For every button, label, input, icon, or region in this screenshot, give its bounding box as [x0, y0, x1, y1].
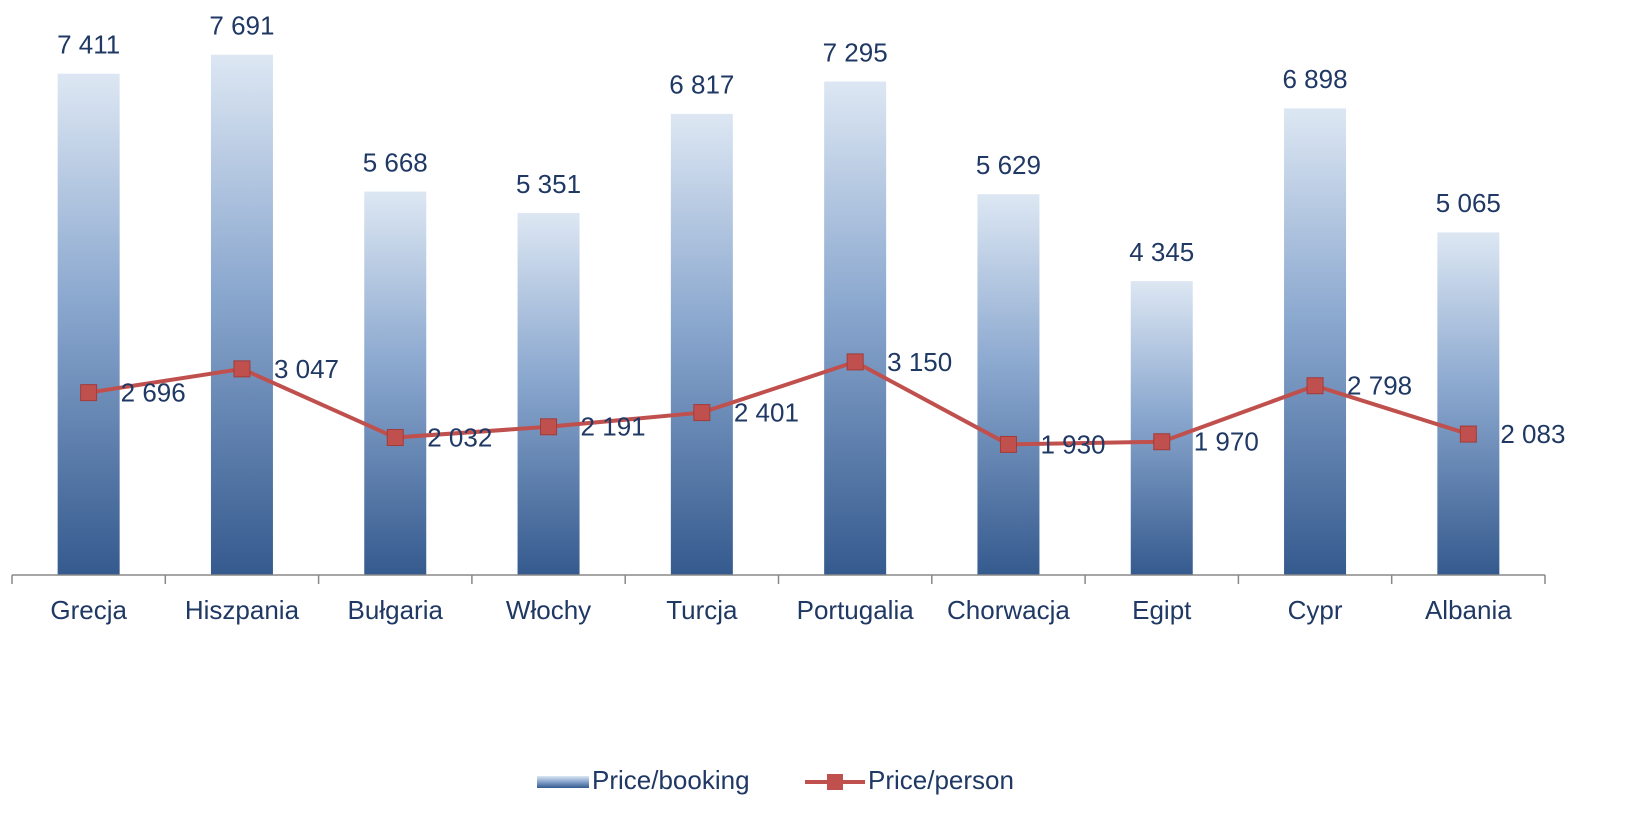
bar — [364, 191, 427, 575]
line — [88, 359, 1469, 447]
bar-value-label: 6 898 — [1283, 64, 1348, 94]
bar — [670, 113, 733, 575]
line-value-label: 2 696 — [121, 377, 186, 407]
line-marker — [1459, 425, 1477, 443]
line-marker — [693, 404, 711, 422]
x-tick-label: Egipt — [1132, 595, 1192, 625]
line-value-label: 2 083 — [1500, 419, 1565, 449]
bar — [517, 213, 580, 576]
bar — [824, 81, 887, 575]
bar-value-label: 5 668 — [363, 147, 428, 177]
x-tick-label: Portugalia — [797, 595, 915, 625]
line-marker — [233, 360, 251, 378]
x-tick-label: Bułgaria — [348, 595, 444, 625]
bar-value-label: 7 691 — [209, 11, 274, 41]
legend-swatch — [537, 776, 589, 788]
line-value-label: 1 930 — [1040, 429, 1105, 459]
line-marker — [1306, 377, 1324, 395]
bar-value-label: 5 065 — [1436, 188, 1501, 218]
x-tick-label: Grecja — [50, 595, 127, 625]
x-tick-label: Chorwacja — [947, 595, 1070, 625]
bar-value-label: 7 295 — [823, 37, 888, 67]
x-tick-label: Albania — [1425, 595, 1512, 625]
bar — [210, 54, 273, 576]
bar-value-label: 7 411 — [57, 30, 120, 60]
line-value-label: 2 032 — [427, 422, 492, 452]
line-value-label: 3 150 — [887, 347, 952, 377]
legend-marker — [827, 774, 843, 790]
bar — [1130, 281, 1193, 575]
bar — [977, 194, 1040, 575]
line-marker — [386, 429, 404, 447]
bar — [1284, 108, 1347, 575]
x-tick-label: Turcja — [666, 595, 738, 625]
line-marker — [846, 353, 864, 371]
line-value-label: 3 047 — [274, 354, 339, 384]
bar-value-label: 5 629 — [976, 150, 1041, 180]
line-marker — [540, 418, 558, 436]
legend-label: Price/person — [868, 765, 1014, 795]
bar — [57, 73, 120, 575]
line-marker — [80, 384, 98, 402]
bar-value-label: 6 817 — [669, 70, 734, 100]
x-tick-label: Hiszpania — [185, 595, 300, 625]
line-value-label: 1 970 — [1194, 427, 1259, 457]
line-value-label: 2 798 — [1347, 371, 1412, 401]
bar-value-label: 5 351 — [516, 169, 581, 199]
bar-value-label: 4 345 — [1129, 237, 1194, 267]
x-tick-label: Włochy — [506, 595, 591, 625]
line-marker — [999, 435, 1017, 453]
line-value-label: 2 401 — [734, 397, 799, 427]
line-marker — [1153, 433, 1171, 451]
bar — [1437, 232, 1500, 575]
line-value-label: 2 191 — [581, 412, 646, 442]
legend-label: Price/booking — [592, 765, 750, 795]
x-tick-label: Cypr — [1288, 595, 1343, 625]
